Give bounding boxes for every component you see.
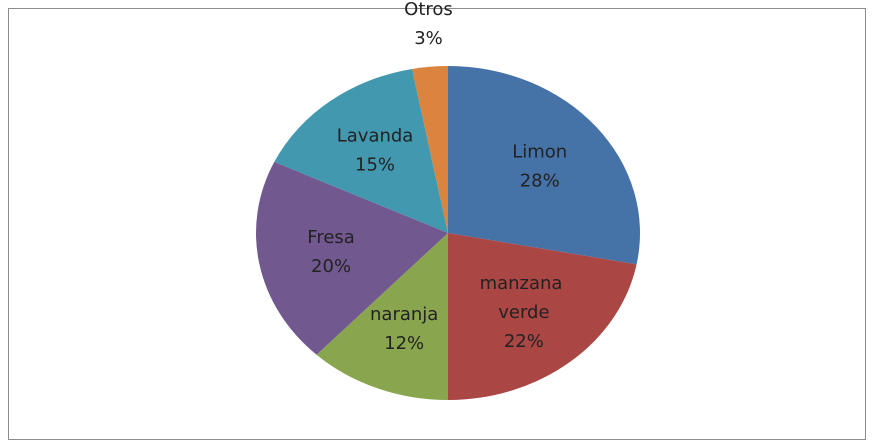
slice-label: naranja [370, 304, 438, 325]
slice-label: Lavanda [337, 126, 414, 147]
slice-label: Otros [404, 0, 453, 20]
slice-value-label: 28% [520, 171, 560, 192]
slice-value-label: 22% [504, 331, 544, 352]
slice-value-label: 20% [311, 256, 351, 277]
slice-label-line: naranja [370, 304, 438, 325]
slice-value-label: 15% [355, 155, 395, 176]
slice-label-line: Fresa [307, 227, 355, 248]
slice-label: Fresa [307, 227, 355, 248]
pie-slice [448, 233, 637, 401]
slice-label-line: Otros [404, 0, 453, 20]
slice-label-line: manzana [480, 273, 569, 294]
slice-label-line: Limon [512, 142, 567, 163]
slice-label: Limon [512, 142, 567, 163]
pie-slice [448, 66, 640, 265]
slice-label-line: Lavanda [337, 126, 414, 147]
pie-slice [274, 68, 448, 233]
pie-slice [255, 161, 448, 355]
slice-label: manzana verde [480, 273, 569, 323]
pie-slice [316, 233, 448, 400]
pie-slice [412, 66, 448, 233]
slice-value-label: 3% [414, 28, 443, 49]
slice-label-line: verde [498, 302, 549, 323]
slice-value-label: 12% [384, 333, 424, 354]
